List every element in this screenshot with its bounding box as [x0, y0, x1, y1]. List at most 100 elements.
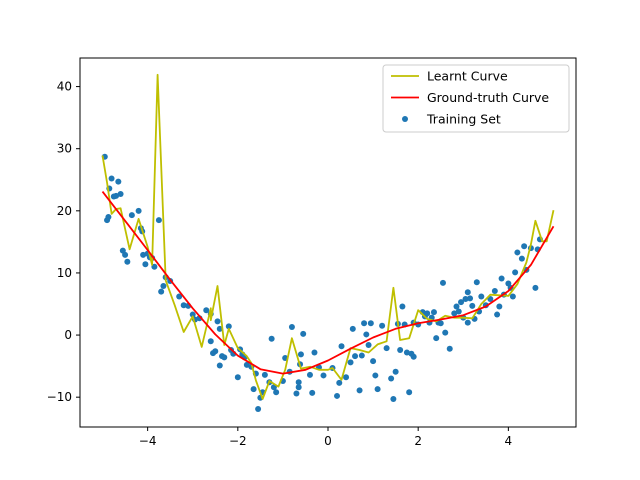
training-point: [509, 293, 516, 300]
y-tick-label: 40: [57, 80, 72, 94]
training-point: [234, 374, 241, 381]
training-point: [424, 310, 431, 317]
training-point: [221, 354, 228, 361]
training-point: [300, 330, 307, 337]
training-point: [142, 261, 149, 268]
training-point: [433, 335, 440, 342]
y-tick-label: 30: [57, 142, 72, 156]
training-point: [203, 307, 210, 314]
training-point: [207, 338, 214, 345]
training-point: [374, 386, 381, 393]
training-point: [212, 348, 219, 355]
legend-box: [382, 64, 570, 133]
training-point: [372, 372, 379, 379]
training-point: [442, 329, 449, 336]
training-point: [521, 243, 528, 250]
ground-truth-curve-line: [101, 191, 555, 375]
training-point: [370, 358, 377, 365]
training-point: [532, 284, 539, 291]
y-tick-label: 20: [57, 204, 72, 218]
training-point: [343, 374, 350, 381]
training-point: [365, 342, 372, 348]
legend-training-swatch: [402, 116, 408, 122]
training-point: [451, 310, 458, 317]
legend: Learnt Curve Ground-truth Curve Training S…: [382, 64, 570, 133]
training-point: [379, 322, 386, 329]
training-point: [176, 293, 183, 300]
training-point: [487, 296, 494, 303]
training-point: [462, 296, 469, 303]
training-point: [397, 346, 404, 353]
training-point: [406, 389, 413, 396]
training-point: [250, 386, 257, 393]
training-point: [410, 353, 417, 360]
training-point: [439, 279, 446, 286]
training-point: [158, 288, 165, 295]
training-point: [295, 384, 302, 391]
training-point: [115, 178, 122, 185]
training-point: [189, 311, 196, 318]
training-point: [338, 343, 345, 350]
training-point: [160, 282, 167, 289]
training-point: [367, 320, 374, 327]
training-point: [363, 331, 370, 338]
training-point: [309, 389, 316, 396]
training-point: [478, 293, 485, 300]
training-point: [243, 361, 250, 368]
training-point: [261, 371, 268, 378]
training-point: [105, 214, 112, 221]
training-point: [512, 269, 519, 276]
training-point: [293, 390, 300, 397]
legend-label: Ground-truth Curve: [427, 90, 549, 105]
training-point: [514, 249, 521, 256]
training-point: [496, 303, 503, 310]
training-point: [458, 299, 465, 306]
training-point: [399, 303, 406, 310]
training-point: [336, 379, 343, 386]
training-point: [155, 217, 162, 224]
training-point: [467, 295, 474, 302]
plot-area: [101, 73, 555, 412]
training-point: [403, 349, 410, 356]
training-point: [430, 309, 437, 316]
training-point: [255, 405, 262, 412]
training-point: [268, 335, 275, 342]
x-tick-label: 0: [324, 434, 332, 448]
legend-label: Training Set: [426, 112, 501, 127]
training-point: [135, 207, 142, 214]
training-point: [297, 351, 304, 358]
training-point: [392, 368, 399, 375]
training-point: [140, 251, 147, 258]
training-point: [464, 319, 471, 326]
training-point: [473, 279, 480, 286]
training-point: [469, 302, 476, 309]
training-point: [494, 311, 501, 318]
legend-label: Learnt Curve: [427, 69, 508, 84]
learnt-curve-line: [101, 73, 555, 400]
training-point: [361, 320, 368, 327]
training-point: [349, 325, 356, 332]
x-tick-label: −4: [139, 434, 157, 448]
training-point: [216, 362, 223, 369]
x-tick-label: 2: [414, 434, 422, 448]
training-point: [113, 192, 120, 199]
training-point: [347, 359, 354, 366]
training-point: [390, 396, 397, 403]
training-point: [306, 371, 313, 378]
training-point: [455, 308, 462, 315]
training-point: [295, 379, 302, 386]
training-point: [124, 258, 131, 265]
training-point: [498, 275, 505, 282]
training-point: [288, 323, 295, 330]
training-point: [334, 392, 341, 399]
axes: −4 −2 0 2 4 −10 0 10 20 30 40: [47, 57, 577, 448]
training-point: [216, 325, 223, 332]
training-point: [383, 345, 390, 352]
training-point: [117, 191, 124, 198]
training-point: [356, 387, 363, 394]
training-point: [225, 323, 232, 330]
training-point: [311, 349, 318, 356]
training-point: [491, 287, 498, 294]
training-point: [108, 175, 115, 182]
